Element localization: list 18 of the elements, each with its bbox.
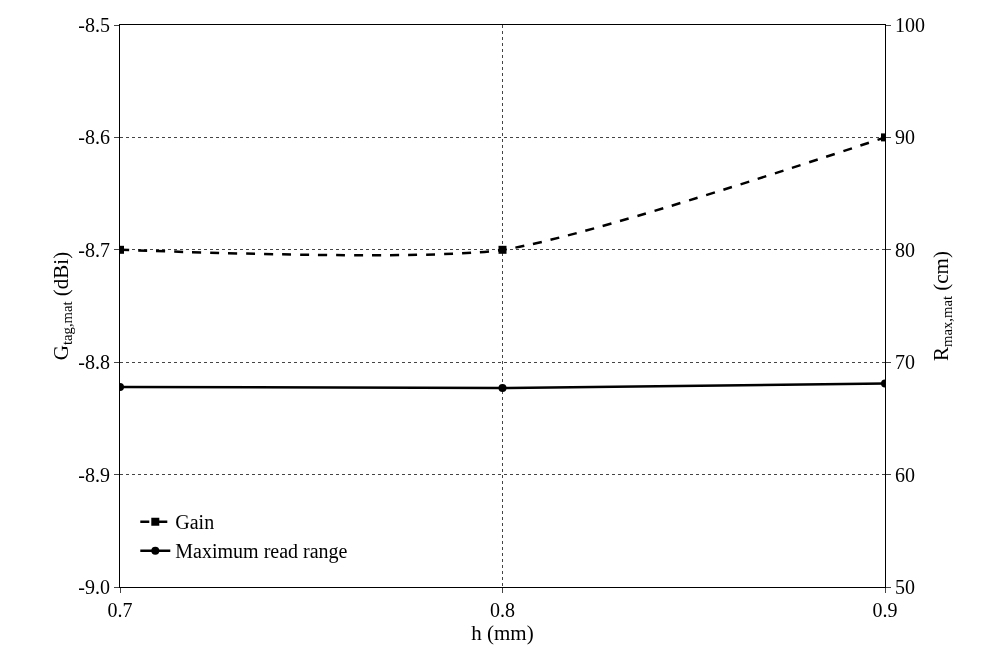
x-tick-label: 0.7 bbox=[107, 599, 133, 621]
y2-tick-label: 100 bbox=[895, 14, 925, 36]
y2-tick-label: 80 bbox=[895, 238, 915, 261]
y-tick-label: -8.6 bbox=[78, 126, 110, 149]
y-tick-label: -9.0 bbox=[78, 576, 110, 598]
y-tick-label: -8.5 bbox=[78, 14, 110, 36]
x-axis-title: h (mm) bbox=[471, 621, 534, 645]
y2-tick-label: 50 bbox=[895, 576, 915, 598]
x-tick-label: 0.9 bbox=[872, 599, 898, 621]
y-tick-label: -8.7 bbox=[78, 238, 110, 261]
legend-label: Maximum read range bbox=[175, 540, 348, 564]
x-tick-label: 0.8 bbox=[490, 599, 515, 621]
y2-tick-label: 60 bbox=[895, 463, 915, 486]
y-tick-label: -8.9 bbox=[78, 463, 110, 486]
y2-tick-label: 70 bbox=[895, 351, 915, 374]
y-tick-label: -8.8 bbox=[78, 351, 110, 374]
y2-tick-label: 90 bbox=[895, 126, 915, 149]
legend-label: Gain bbox=[175, 511, 215, 534]
